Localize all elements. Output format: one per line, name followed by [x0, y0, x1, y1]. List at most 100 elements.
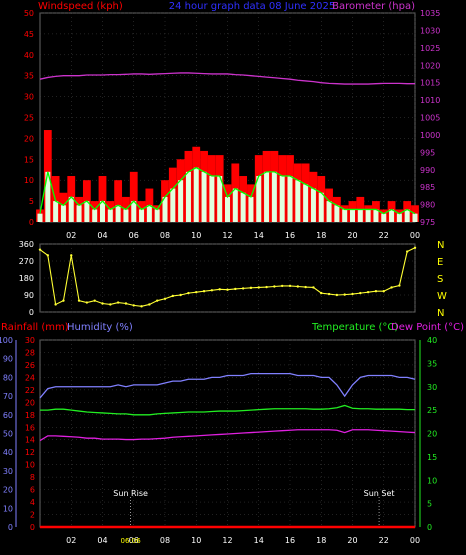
direction-tick-label: 90 — [24, 291, 34, 300]
wind-avg-bar — [92, 209, 98, 222]
x-tick-label: 20 — [347, 536, 357, 545]
wind-avg-bar — [279, 176, 285, 222]
wind-avg-bar — [193, 167, 199, 222]
y2-tick-label: 1010 — [420, 96, 440, 105]
compass-label: N — [437, 240, 444, 251]
direction-tick-label: 180 — [19, 274, 34, 283]
y-tick-label: 0 — [29, 218, 34, 227]
dewpoint-axis-title: Dew Point (°C) — [391, 322, 464, 333]
direction-point — [116, 301, 120, 304]
wind-avg-bar — [389, 209, 395, 222]
direction-point — [148, 303, 151, 306]
x-tick-label: 12 — [222, 231, 232, 240]
direction-point — [343, 293, 346, 296]
direction-point — [359, 291, 362, 295]
wind-avg-bar — [170, 188, 176, 222]
humidity-tick-label: 40 — [3, 448, 13, 457]
rain-tick-label: 8 — [30, 473, 35, 482]
humidity-tick-label: 90 — [3, 355, 13, 364]
y-tick-label: 5 — [29, 197, 34, 206]
wind-avg-bar — [396, 213, 402, 222]
y2-tick-label: 985 — [420, 183, 435, 192]
series-line-temperature — [40, 404, 415, 416]
wind-avg-line — [39, 166, 416, 215]
direction-point — [226, 288, 229, 291]
wind-avg-bar — [365, 209, 371, 222]
humidity-tick-label: 10 — [3, 504, 13, 513]
direction-point — [62, 299, 65, 302]
rain-tick-label: 4 — [30, 498, 35, 507]
humidity-axis-title: Humidity (%) — [67, 322, 133, 333]
direction-point — [265, 285, 268, 289]
direction-point — [202, 290, 206, 293]
rain-tick-label: 12 — [25, 448, 35, 457]
temp-tick-label: 30 — [427, 383, 437, 392]
wind-avg-bar — [412, 213, 418, 222]
wind-avg-bar — [357, 209, 363, 222]
rain-tick-label: 20 — [25, 398, 35, 407]
x-tick-label: 14 — [254, 231, 264, 240]
x-tick-label: 00 — [410, 536, 420, 545]
series-line-humidity — [39, 373, 416, 399]
annotation-label: Sun Set — [364, 489, 395, 498]
y-tick-label: 20 — [24, 134, 34, 143]
direction-point — [413, 246, 417, 249]
direction-point — [85, 301, 89, 304]
x-tick-label: 16 — [285, 231, 295, 240]
wind-avg-bar — [310, 188, 316, 222]
x-tick-label: 20 — [347, 231, 357, 240]
direction-point — [54, 303, 57, 306]
y-tick-label: 40 — [24, 51, 34, 60]
x-tick-label: 16 — [285, 536, 295, 545]
direction-point — [218, 288, 221, 291]
wind-avg-bar — [84, 201, 90, 222]
direction-point — [46, 254, 50, 257]
wind-avg-bar — [256, 176, 262, 222]
compass-label: E — [437, 257, 443, 268]
y2-tick-label: 1000 — [420, 131, 440, 140]
wind-avg-bar — [185, 171, 191, 222]
x-tick-label: 10 — [191, 536, 201, 545]
humidity-tick-label: 60 — [3, 411, 13, 420]
y2-tick-label: 1035 — [420, 9, 440, 18]
direction-point — [390, 286, 393, 289]
wind-avg-bar — [53, 201, 59, 222]
y2-tick-label: 975 — [420, 218, 435, 227]
wind-avg-bar — [232, 188, 238, 222]
chart-title: 24 hour graph data 08 June 2025 — [169, 1, 335, 12]
barometer-line — [39, 72, 415, 85]
x-tick-label: 08 — [160, 536, 170, 545]
compass-label: N — [437, 308, 444, 319]
direction-tick-label: 270 — [19, 257, 34, 266]
rain-tick-label: 30 — [25, 336, 35, 345]
wind-avg-bar — [37, 213, 43, 222]
temp-tick-label: 5 — [427, 500, 432, 509]
humidity-tick-label: 80 — [3, 373, 13, 382]
humidity-tick-label: 30 — [3, 467, 13, 476]
temp-tick-label: 15 — [427, 453, 437, 462]
y-tick-label: 30 — [24, 93, 34, 102]
y2-tick-label: 1005 — [420, 114, 440, 123]
wind-gust-bar — [98, 176, 107, 222]
wind-avg-bar — [287, 176, 293, 222]
rain-tick-label: 26 — [25, 361, 35, 370]
direction-point — [374, 290, 378, 293]
direction-point — [405, 250, 409, 253]
y-tick-label: 25 — [24, 114, 34, 123]
direction-point — [101, 302, 104, 305]
windspeed-axis-title: Windspeed (kph) — [38, 1, 123, 12]
direction-point — [140, 305, 143, 308]
wind-avg-bar — [178, 180, 184, 222]
wind-avg-bar — [162, 196, 168, 222]
compass-label: W — [437, 291, 447, 302]
wind-avg-bar — [271, 171, 277, 222]
y2-tick-label: 1015 — [420, 79, 440, 88]
direction-point — [70, 254, 73, 257]
direction-point — [398, 284, 401, 287]
wind-avg-bar — [107, 209, 113, 222]
x-tick-label: 06 — [129, 231, 139, 240]
rain-tick-label: 6 — [30, 486, 35, 495]
wind-avg-bar — [146, 205, 152, 222]
y-tick-label: 45 — [24, 30, 34, 39]
rain-tick-label: 14 — [25, 436, 35, 445]
